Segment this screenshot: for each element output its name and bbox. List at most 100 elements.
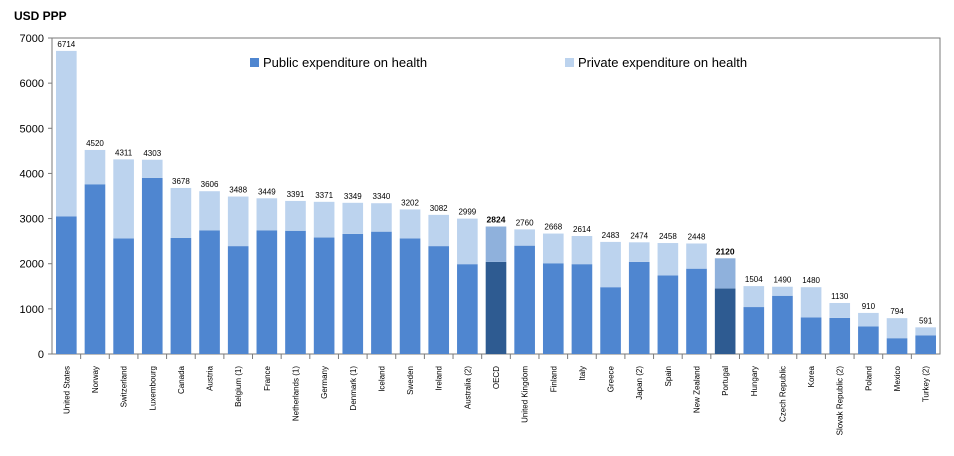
bar-public bbox=[514, 245, 535, 354]
bar-public bbox=[772, 295, 793, 354]
bar-private bbox=[772, 286, 793, 296]
x-tick-label: Spain bbox=[664, 366, 673, 386]
x-tick-label: Austria bbox=[206, 365, 215, 390]
x-tick-label: Czech Republic bbox=[778, 366, 787, 422]
x-tick-label: France bbox=[263, 365, 272, 390]
bar-private bbox=[600, 241, 621, 288]
bar-public bbox=[371, 231, 392, 354]
bar-public bbox=[199, 230, 220, 354]
y-tick-label: 0 bbox=[38, 349, 44, 361]
bar-public bbox=[600, 287, 621, 354]
bar-private bbox=[170, 187, 192, 238]
bar-private bbox=[915, 327, 936, 336]
data-label: 6714 bbox=[57, 40, 75, 49]
bar-public bbox=[485, 261, 507, 354]
data-label: 2999 bbox=[458, 208, 476, 217]
x-tick-label: Hungary bbox=[750, 366, 759, 396]
x-tick-label: Iceland bbox=[377, 366, 386, 392]
data-label: 2824 bbox=[487, 215, 506, 225]
data-label: 3606 bbox=[201, 180, 219, 189]
x-tick-label: Switzerland bbox=[120, 366, 129, 407]
x-tick-label: Germany bbox=[320, 366, 329, 399]
bar-private bbox=[457, 218, 478, 265]
data-label: 4311 bbox=[115, 148, 133, 157]
bar-private bbox=[371, 203, 392, 232]
bar-private bbox=[628, 242, 650, 262]
data-label: 3391 bbox=[287, 190, 305, 199]
data-label: 3202 bbox=[401, 198, 419, 207]
bar-public bbox=[342, 233, 364, 354]
bar-private bbox=[113, 159, 134, 239]
data-label: 591 bbox=[919, 316, 933, 325]
bar-private bbox=[342, 202, 364, 234]
bar-public bbox=[886, 338, 908, 354]
y-tick-label: 2000 bbox=[20, 259, 44, 271]
data-label: 2760 bbox=[516, 218, 534, 227]
x-tick-label: Belgium (1) bbox=[234, 366, 243, 407]
x-tick-label: Poland bbox=[864, 366, 873, 391]
bar-private bbox=[542, 233, 564, 264]
legend-swatch-private bbox=[565, 58, 574, 67]
bar-public bbox=[56, 216, 77, 354]
data-label: 910 bbox=[862, 302, 876, 311]
bar-public bbox=[800, 317, 822, 354]
y-tick-label: 1000 bbox=[20, 304, 44, 316]
y-tick-label: 3000 bbox=[20, 214, 44, 226]
bar-private bbox=[657, 243, 679, 276]
bar-public bbox=[399, 238, 421, 354]
bar-public bbox=[829, 317, 851, 354]
bar-public bbox=[457, 264, 478, 354]
y-axis-title: USD PPP bbox=[14, 9, 67, 23]
x-tick-label: Ireland bbox=[435, 366, 444, 390]
data-label: 3371 bbox=[315, 191, 333, 200]
bar-public bbox=[227, 246, 249, 354]
data-label: 1490 bbox=[774, 276, 792, 285]
bar-private bbox=[514, 229, 535, 246]
data-label: 1504 bbox=[745, 275, 763, 284]
bar-public bbox=[256, 230, 278, 354]
data-label: 2614 bbox=[573, 225, 591, 234]
data-label: 1480 bbox=[802, 276, 820, 285]
bar-private bbox=[886, 318, 908, 339]
x-tick-label: United Kingdom bbox=[521, 366, 530, 423]
data-label: 4303 bbox=[143, 149, 161, 158]
bar-public bbox=[686, 268, 707, 354]
bar-public bbox=[571, 264, 593, 354]
bar-private bbox=[84, 149, 106, 185]
bar-public bbox=[858, 326, 879, 354]
bar-private bbox=[428, 214, 450, 247]
bar-private bbox=[714, 258, 736, 289]
y-tick-label: 4000 bbox=[20, 168, 44, 180]
x-tick-label: Turkey (2) bbox=[922, 366, 931, 402]
x-tick-label: Japan (2) bbox=[635, 366, 644, 400]
bar-public bbox=[743, 307, 765, 354]
data-label: 2458 bbox=[659, 232, 677, 241]
bar-private bbox=[227, 196, 249, 247]
data-label: 3678 bbox=[172, 177, 190, 186]
data-label: 3082 bbox=[430, 204, 448, 213]
bar-public bbox=[141, 177, 163, 354]
data-label: 3340 bbox=[373, 192, 391, 201]
bar-public bbox=[915, 335, 936, 354]
x-tick-label: Norway bbox=[91, 366, 100, 393]
x-tick-label: Netherlands (1) bbox=[291, 366, 300, 421]
bar-public bbox=[428, 246, 450, 354]
data-label: 3488 bbox=[229, 186, 247, 195]
bar-public bbox=[542, 263, 564, 354]
y-tick-label: 5000 bbox=[20, 123, 44, 135]
data-label: 4520 bbox=[86, 139, 104, 148]
bar-private bbox=[571, 235, 593, 265]
bar-public bbox=[113, 238, 134, 354]
data-label: 3349 bbox=[344, 192, 362, 201]
x-tick-label: Australia (2) bbox=[463, 366, 472, 409]
bar-public bbox=[628, 261, 650, 354]
y-tick-label: 6000 bbox=[20, 78, 44, 90]
x-tick-label: Portugal bbox=[721, 366, 730, 396]
x-tick-label: Luxembourg bbox=[148, 366, 157, 410]
x-tick-label: Denmark (1) bbox=[349, 366, 358, 411]
bar-private bbox=[56, 50, 77, 217]
x-tick-label: Slovak Republic (2) bbox=[836, 366, 845, 436]
legend-label-private: Private expenditure on health bbox=[578, 55, 747, 70]
